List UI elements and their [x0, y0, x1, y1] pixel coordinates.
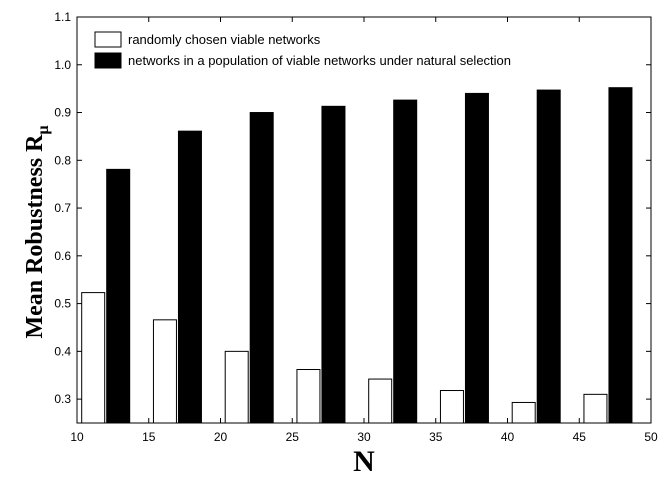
bar-selection-42	[536, 89, 561, 424]
x-tick-label: 50	[644, 430, 658, 444]
x-axis-label: N	[353, 445, 375, 478]
y-tick-label: 0.8	[54, 153, 71, 167]
bar-selection-27	[321, 105, 346, 424]
axes: 10 15 20 25 30 35 40 45 50 0.3 0.4 0.5 0.6 0.7 0.8 0.9 1…	[54, 10, 658, 444]
y-tick-label: 0.9	[54, 106, 71, 120]
y-tick-label: 0.7	[54, 201, 71, 215]
y-tick-label: 1.1	[54, 10, 71, 24]
y-axis-label: Mean Robustness Rμ	[22, 125, 52, 338]
bar-random-32	[368, 378, 393, 424]
x-tick-label: 30	[357, 430, 371, 444]
y-axis-label-main: Mean Robustness R	[22, 134, 48, 339]
x-tick-label: 15	[142, 430, 156, 444]
x-tick-label: 35	[429, 430, 443, 444]
bar-selection-12	[106, 168, 131, 424]
bar-selection-22	[249, 112, 274, 424]
bar-selection-47	[608, 87, 633, 424]
bar-random-47	[583, 393, 608, 424]
bar-random-42	[511, 401, 536, 424]
y-tick-label: 0.3	[54, 392, 71, 406]
y-tick-label: 0.4	[54, 344, 71, 358]
bar-selection-17	[177, 130, 202, 424]
x-tick-label: 20	[214, 430, 228, 444]
bar-random-17	[152, 319, 177, 424]
y-tick-label: 0.6	[54, 249, 71, 263]
legend-swatch	[94, 31, 122, 48]
legend: randomly chosen viable networks networks …	[94, 31, 511, 69]
bar-selection-37	[464, 92, 489, 424]
x-tick-label: 25	[286, 430, 300, 444]
y-tick-label: 0.5	[54, 297, 71, 311]
x-tick-label: 10	[70, 430, 84, 444]
legend-label: randomly chosen viable networks	[128, 32, 321, 47]
y-axis-label-subscript: μ	[35, 125, 52, 134]
bars	[81, 87, 633, 424]
bar-selection-32	[393, 99, 418, 424]
bar-random-27	[296, 369, 321, 424]
bar-random-12	[81, 292, 106, 424]
bar-random-37	[439, 390, 464, 424]
x-tick-label: 40	[501, 430, 515, 444]
x-tick-label: 45	[573, 430, 587, 444]
legend-swatch	[94, 52, 122, 69]
y-tick-label: 1.0	[54, 58, 71, 72]
bar-random-22	[224, 350, 249, 424]
legend-label: networks in a population of viable netwo…	[128, 53, 511, 68]
